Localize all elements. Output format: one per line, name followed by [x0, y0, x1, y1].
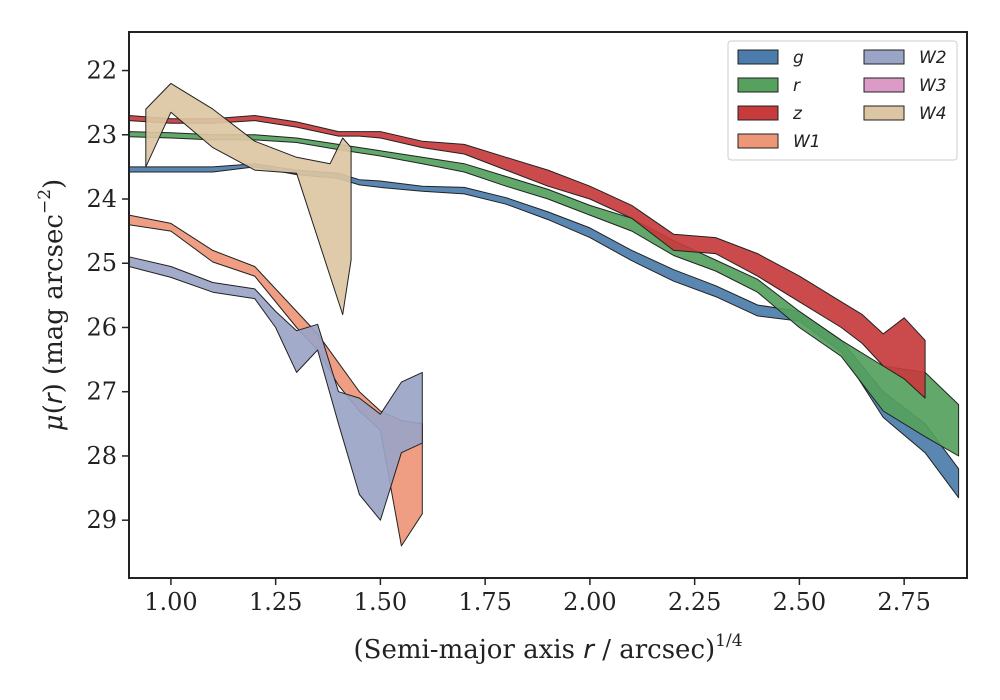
legend-label-r: r: [793, 76, 801, 96]
legend-label-g: g: [793, 48, 804, 68]
y-axis-title-exponent: −2: [35, 189, 55, 214]
legend-swatch-r: [737, 77, 779, 93]
legend-swatch-g: [737, 49, 779, 65]
legend: grz W1 W2 W3 W4: [727, 40, 958, 161]
y-tick-label: 28: [86, 442, 117, 470]
x-tick-label: 2.25: [668, 588, 721, 616]
x-axis-ticks: 1.00 1.25 1.50 1.75 2.00 2.25 2.50 2.75: [144, 578, 931, 616]
y-tick-label: 22: [86, 57, 117, 85]
y-axis-title: μ(r) (mag arcsec−2): [35, 179, 69, 431]
legend-swatch-w3: [863, 77, 905, 93]
y-axis-title-unit: ) (mag arcsec: [39, 214, 69, 393]
legend-swatch-z: [737, 105, 779, 121]
legend-label-w3: W3: [919, 76, 947, 96]
band-r: [128, 131, 960, 457]
x-axis-title-mid: / arcsec): [594, 635, 715, 665]
band-z: [128, 115, 926, 399]
y-tick-label: 29: [86, 506, 117, 534]
x-tick-label: 2.50: [773, 588, 826, 616]
legend-label-z: z: [792, 104, 803, 124]
band-g: [128, 163, 960, 499]
legend-swatch-w2: [863, 49, 905, 65]
legend-swatch-w4: [863, 105, 905, 121]
x-axis-title: (Semi-major axis r / arcsec)1/4: [353, 631, 742, 665]
x-tick-label: 2.75: [877, 588, 930, 616]
data-bands: [128, 82, 960, 547]
y-tick-label: 27: [86, 378, 117, 406]
y-axis-ticks: 22 23 24 25 26 27 28 29: [86, 57, 129, 534]
legend-swatch-w1: [737, 133, 779, 149]
y-axis-title-end: ): [39, 179, 69, 189]
band-w1: [128, 214, 423, 547]
y-tick-label: 24: [86, 185, 117, 213]
x-tick-label: 1.00: [144, 588, 197, 616]
x-axis-title-exponent: 1/4: [715, 631, 742, 651]
x-axis-title-var: r: [583, 635, 596, 665]
y-tick-label: 23: [86, 121, 117, 149]
band-w4: [145, 82, 352, 316]
x-tick-label: 1.25: [249, 588, 302, 616]
y-tick-label: 26: [86, 313, 117, 341]
legend-label-w1: W1: [793, 132, 821, 152]
band-w2: [128, 256, 423, 521]
x-tick-label: 1.50: [354, 588, 407, 616]
plot-frame: [128, 31, 968, 579]
legend-label-w2: W2: [919, 48, 947, 68]
y-axis-title-var: r: [39, 391, 69, 404]
x-tick-label: 2.00: [563, 588, 616, 616]
y-axis-title-mu: μ: [39, 414, 69, 431]
x-tick-label: 1.75: [458, 588, 511, 616]
legend-box: [727, 40, 958, 161]
y-axis-title-open: (: [39, 404, 69, 414]
x-axis-title-pre: (Semi-major axis: [353, 635, 583, 665]
legend-label-w4: W4: [919, 104, 947, 124]
y-tick-label: 25: [86, 249, 117, 277]
